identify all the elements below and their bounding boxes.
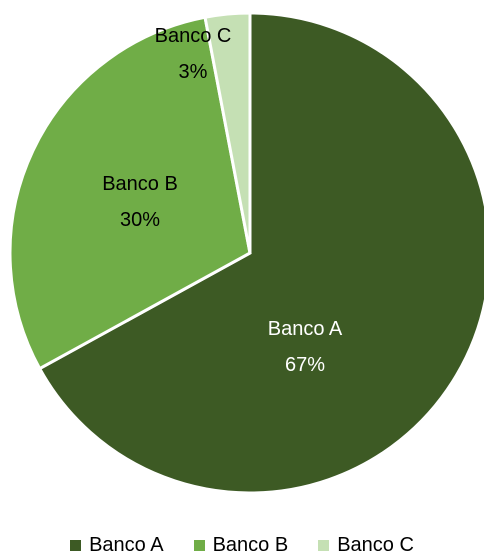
legend-swatch	[70, 540, 82, 551]
legend-label: Banco A	[89, 534, 164, 556]
slice-category-label: Banco A	[268, 318, 343, 340]
legend-item: Banco A	[70, 534, 164, 557]
legend-label: Banco B	[212, 534, 289, 556]
legend: Banco A Banco B Banco C	[0, 534, 484, 557]
legend-item: Banco B	[193, 534, 289, 557]
legend-label: Banco C	[337, 534, 414, 556]
pie-slices	[8, 11, 484, 495]
pie-slice-banco-a	[37, 11, 484, 495]
slice-category-label: Banco C	[155, 25, 232, 47]
legend-item: Banco C	[318, 534, 414, 557]
pie-slice-banco-c	[203, 11, 252, 254]
pie-labels: Banco A 67% Banco B 30% Banco C 3%	[102, 25, 343, 376]
slice-value-label: 3%	[179, 61, 208, 83]
legend-swatch	[318, 540, 330, 551]
pie-slice-banco-b	[8, 15, 252, 371]
slice-value-label: 30%	[120, 209, 160, 231]
slice-category-label: Banco B	[102, 173, 178, 195]
legend-swatch	[193, 540, 205, 551]
slice-value-label: 67%	[285, 354, 325, 376]
pie-chart: Banco A 67% Banco B 30% Banco C 3%	[8, 11, 484, 495]
